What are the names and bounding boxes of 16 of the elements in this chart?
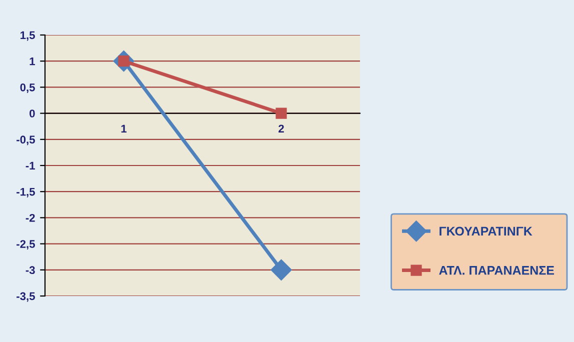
y-tick-label: -2 (26, 214, 35, 222)
legend-label: ΑΤΛ. ΠΑΡΑΝΑΕΝΣΕ (439, 266, 554, 275)
y-tick-label: -1,5 (16, 188, 35, 198)
x-tick-label: 2 (278, 124, 284, 132)
point (270, 259, 292, 280)
point (276, 108, 287, 119)
y-tick-label: -3,5 (16, 292, 35, 302)
y-tick-label: 1,5 (20, 31, 35, 41)
y-tick-label: 0 (30, 110, 35, 118)
legend-label: ΓΚΟΥΑΡΑΤΙΝΓΚ (440, 226, 532, 236)
y-tick-label: -0,5 (16, 136, 35, 146)
y-tick-label: -1 (26, 162, 35, 170)
y-tick-label: -2,5 (16, 240, 35, 250)
y-tick-label: 1 (30, 57, 35, 66)
y-tick-label: -3 (26, 266, 35, 274)
y-tick-label: 0,5 (20, 83, 35, 93)
